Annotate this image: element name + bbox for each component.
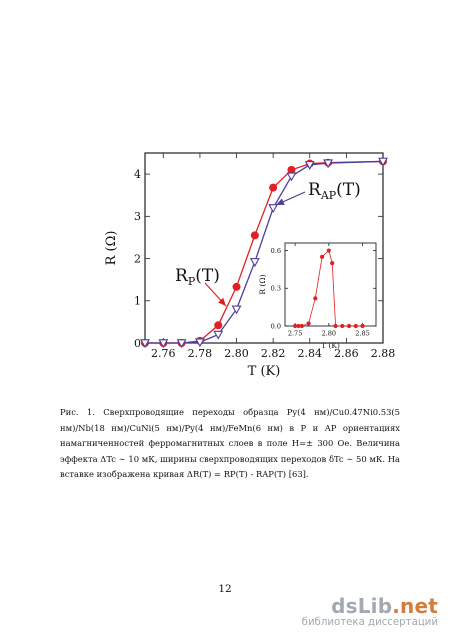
- data-point: [286, 172, 297, 182]
- x-tick-label: 2.78: [188, 347, 213, 360]
- x-tick-label: 2.75: [288, 330, 302, 338]
- page-number: 12: [218, 583, 232, 595]
- data-point: [296, 323, 301, 329]
- x-tick-label: 2.88: [371, 347, 396, 360]
- series-line: [145, 160, 384, 344]
- y-tick-label: 0: [134, 337, 141, 350]
- data-point: [333, 323, 338, 329]
- data-point: [269, 183, 278, 192]
- data-point: [360, 323, 365, 329]
- y-tick-label: 2: [134, 252, 141, 265]
- watermark-subtitle: библиотека диссертаций: [301, 617, 438, 628]
- data-point: [306, 321, 311, 326]
- data-point: [326, 248, 331, 253]
- data-point: [299, 323, 304, 329]
- data-point: [323, 159, 334, 169]
- x-tick-label: 2.84: [298, 347, 323, 360]
- x-tick-label: 2.82: [261, 347, 286, 360]
- watermark: dsLib.net библиотека диссертаций: [302, 594, 440, 630]
- figure-caption: Рис. 1. Сверхпроводящие переходы образца…: [60, 407, 400, 479]
- data-point: [249, 258, 260, 268]
- data-point: [319, 254, 325, 259]
- x-tick-label: 2.85: [355, 330, 369, 338]
- data-point: [231, 305, 242, 315]
- x-tick-label: 2.76: [151, 347, 176, 360]
- data-point: [214, 321, 223, 330]
- data-point: [158, 339, 169, 349]
- x-axis-label: T (K): [248, 364, 281, 379]
- y-tick-label: 0.3: [271, 285, 281, 293]
- data-point: [304, 161, 315, 170]
- x-tick-label: 2.86: [334, 347, 359, 360]
- series-label-rp: RP(T): [175, 266, 220, 288]
- data-point: [293, 323, 298, 329]
- data-point: [378, 157, 388, 167]
- inset-chart: 2.75 2.80 2.85 0.0 0.3 0.6 T (K) R (Ω): [258, 242, 377, 350]
- y-axis-label: R (Ω): [258, 274, 267, 294]
- data-point: [346, 323, 352, 329]
- data-point: [176, 339, 187, 349]
- data-point: [268, 204, 279, 214]
- data-point: [140, 339, 150, 349]
- data-point: [353, 323, 358, 329]
- data-point: [313, 296, 318, 301]
- x-tick-label: 2.80: [224, 347, 249, 360]
- data-point: [330, 261, 335, 266]
- y-axis-label: R (Ω): [104, 231, 119, 266]
- arrow-rp-head: [218, 297, 226, 306]
- data-point: [287, 165, 296, 174]
- y-tick-label: 3: [134, 210, 141, 223]
- series-label-rap: RAP(T): [308, 180, 361, 202]
- figure: 2.76 2.78 2.80 2.82 2.84 2.86 2.88 0 1 2 3 4 T (K) R …: [104, 152, 396, 379]
- x-tick-label: 2.80: [322, 330, 336, 338]
- arrow-rap-head: [276, 198, 285, 205]
- y-tick-label: 1: [134, 295, 141, 308]
- data-point: [250, 231, 259, 240]
- y-tick-label: 0.6: [271, 247, 281, 255]
- data-point: [213, 330, 224, 340]
- y-tick-label: 4: [134, 168, 141, 181]
- x-axis-label: T (K): [321, 341, 340, 350]
- watermark-logo: dsLib.net: [331, 594, 438, 618]
- data-point: [340, 323, 345, 329]
- y-tick-label: 0.0: [271, 322, 281, 330]
- data-point: [194, 338, 205, 348]
- data-point: [232, 282, 241, 291]
